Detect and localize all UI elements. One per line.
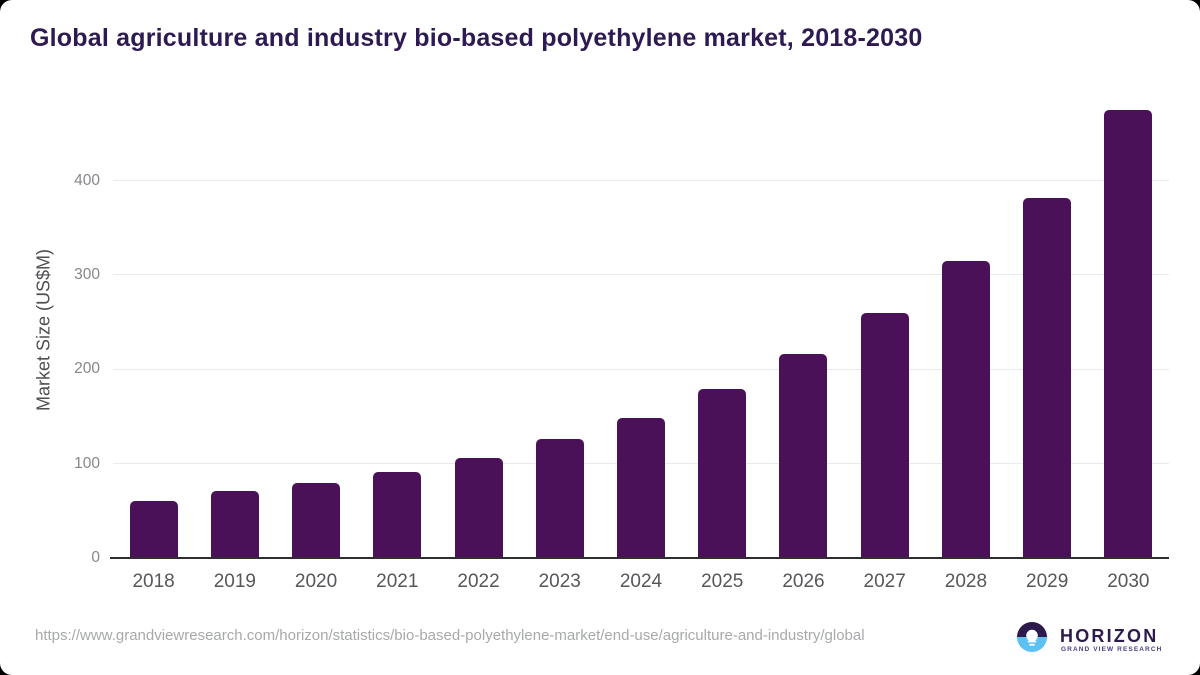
x-tick-label-2027: 2027 [863,571,906,592]
logo-subtitle: GRAND VIEW RESEARCH [1061,646,1163,653]
bar-2024 [617,417,665,558]
chart-title: Global agriculture and industry bio-base… [30,24,923,52]
y-tick-label-200: 200 [74,360,100,378]
plot-area [113,99,1169,558]
bar-2021 [373,472,422,558]
logo-name: HORIZON [1060,626,1159,646]
x-tick-label-2026: 2026 [782,571,825,592]
y-tick-label-0: 0 [91,549,100,566]
x-tick-label-2023: 2023 [538,571,581,592]
y-tick-label-400: 400 [74,171,100,189]
y-tick-label-100: 100 [74,454,100,472]
gridline-400 [113,180,1169,181]
x-tick-label-2030: 2030 [1107,571,1150,592]
x-tick-label-2022: 2022 [457,571,500,592]
y-tick-label-300: 300 [74,266,100,284]
horizon-logo-icon [1017,622,1047,652]
x-tick-label-2024: 2024 [619,571,663,592]
bar-2028 [941,261,990,558]
x-tick-label-2029: 2029 [1026,571,1069,592]
horizon-logo: HORIZON GRAND VIEW RESEARCH [1017,621,1177,661]
x-tick-label-2021: 2021 [376,571,419,592]
x-tick-label-2025: 2025 [701,571,744,592]
x-tick-label-2018: 2018 [132,571,175,592]
bar-2022 [454,458,503,558]
gridline-200 [113,368,1169,370]
x-tick-label-2020: 2020 [294,571,338,592]
bar-2018 [129,500,178,558]
x-tick-label-2028: 2028 [944,571,988,592]
gridline-300 [113,274,1169,276]
x-axis-line [110,557,1169,559]
x-tick-label-2019: 2019 [213,571,256,592]
bar-2019 [210,491,259,558]
source-url: https://www.grandviewresearch.com/horizo… [35,627,865,644]
bar-2029 [1023,197,1072,558]
bar-2020 [292,482,341,558]
bar-2026 [779,354,828,558]
bar-2030 [1104,110,1153,558]
bar-2025 [698,389,747,558]
bar-2023 [535,439,584,558]
bar-2027 [860,312,909,558]
